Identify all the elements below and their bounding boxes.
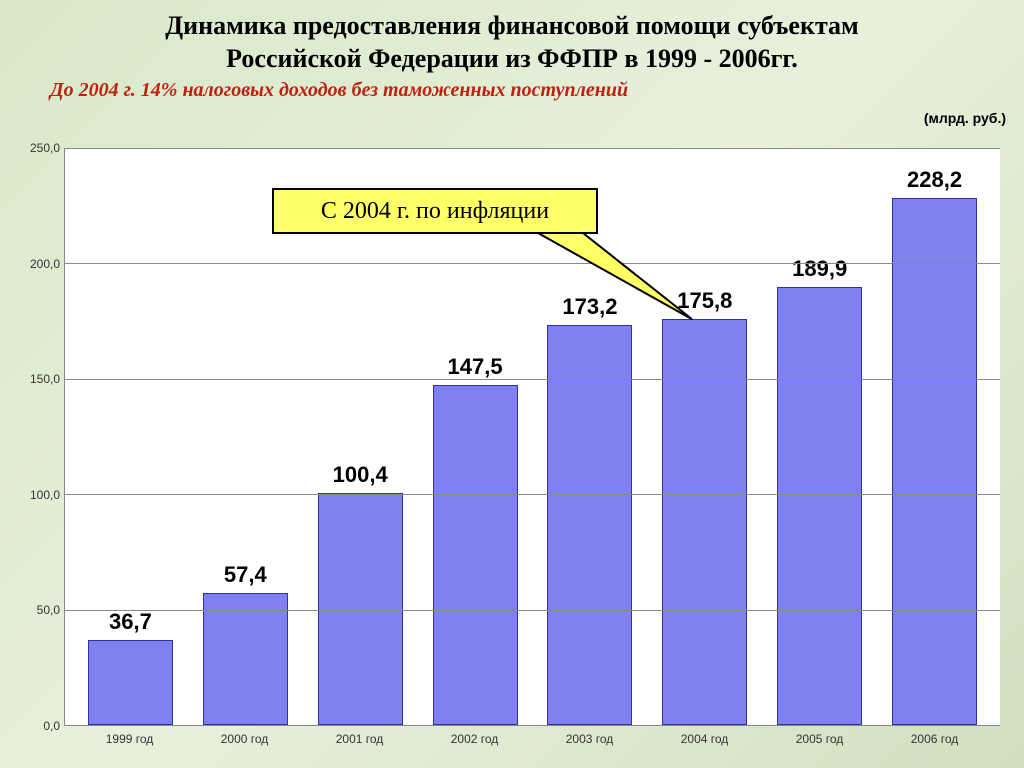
- y-tick-label: 150,0: [20, 372, 60, 386]
- x-tick-label: 2005 год: [762, 728, 877, 756]
- bar-slot: 189,9: [762, 148, 877, 725]
- y-tick-label: 50,0: [20, 603, 60, 617]
- bar-slot: 228,2: [877, 148, 992, 725]
- bar-value-label: 36,7: [60, 609, 200, 635]
- x-tick-label: 2006 год: [877, 728, 992, 756]
- bar-slot: 173,2: [533, 148, 648, 725]
- bar-slot: 36,7: [73, 148, 188, 725]
- bar: 36,7: [88, 640, 173, 725]
- bar-slot: 100,4: [303, 148, 418, 725]
- chart-title: Динамика предоставления финансовой помощ…: [0, 0, 1024, 79]
- x-tick-label: 2004 год: [647, 728, 762, 756]
- chart-subtitle: До 2004 г. 14% налоговых доходов без там…: [0, 79, 1024, 102]
- bar: 57,4: [203, 593, 288, 725]
- y-tick-label: 0,0: [20, 719, 60, 733]
- bar-value-label: 100,4: [290, 462, 430, 488]
- chart-title-line1: Динамика предоставления финансовой помощ…: [60, 10, 964, 43]
- chart-title-line2: Российской Федерации из ФФПР в 1999 - 20…: [60, 43, 964, 76]
- bar: 173,2: [547, 325, 632, 725]
- bar: 228,2: [892, 198, 977, 725]
- bar-slot: 175,8: [647, 148, 762, 725]
- x-tick-label: 2003 год: [532, 728, 647, 756]
- bar: 147,5: [433, 385, 518, 725]
- grid-line: [65, 610, 1000, 611]
- bar-value-label: 175,8: [635, 288, 775, 314]
- bar-chart: 36,757,4100,4147,5173,2175,8189,9228,2 1…: [20, 148, 1004, 756]
- grid-line: [65, 148, 1000, 149]
- y-tick-label: 100,0: [20, 488, 60, 502]
- bar-slot: 57,4: [188, 148, 303, 725]
- grid-line: [65, 494, 1000, 495]
- callout-box: С 2004 г. по инфляции: [272, 188, 598, 234]
- y-tick-label: 200,0: [20, 257, 60, 271]
- bar-slot: 147,5: [418, 148, 533, 725]
- callout-text: С 2004 г. по инфляции: [321, 198, 549, 225]
- x-axis-labels: 1999 год2000 год2001 год2002 год2003 год…: [64, 728, 1000, 756]
- bar-value-label: 147,5: [405, 354, 545, 380]
- x-tick-label: 2001 год: [302, 728, 417, 756]
- grid-line: [65, 379, 1000, 380]
- bar-value-label: 228,2: [865, 167, 1005, 193]
- unit-label: (млрд. руб.): [924, 110, 1006, 126]
- bar: 175,8: [662, 319, 747, 725]
- x-tick-label: 2000 год: [187, 728, 302, 756]
- y-tick-label: 250,0: [20, 141, 60, 155]
- x-tick-label: 1999 год: [72, 728, 187, 756]
- plot-area: 36,757,4100,4147,5173,2175,8189,9228,2: [64, 148, 1000, 726]
- grid-line: [65, 263, 1000, 264]
- x-tick-label: 2002 год: [417, 728, 532, 756]
- bar: 189,9: [777, 287, 862, 725]
- bar-value-label: 57,4: [175, 562, 315, 588]
- bars-container: 36,757,4100,4147,5173,2175,8189,9228,2: [65, 148, 1000, 725]
- bar-value-label: 189,9: [750, 256, 890, 282]
